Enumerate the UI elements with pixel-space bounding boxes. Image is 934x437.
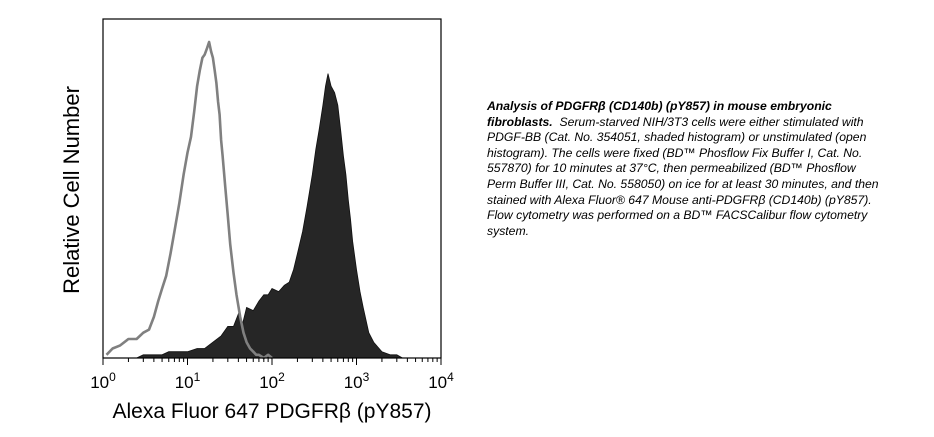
x-tick-label: 100	[90, 370, 116, 392]
x-axis-label: Alexa Fluor 647 PDGFRβ (pY857)	[112, 400, 431, 423]
caption-title: Analysis of PDGFRβ (CD140b) (pY857) in m…	[487, 99, 832, 129]
x-tick-label: 101	[175, 370, 201, 392]
x-tick-label: 102	[259, 370, 285, 392]
plot-area	[105, 40, 405, 360]
caption-body: Serum-starved NIH/3T3 cells were either …	[487, 114, 879, 238]
x-axis: 100 101 102 103 104	[90, 358, 454, 392]
x-tick-label: 104	[428, 370, 454, 392]
x-tick-label: 103	[344, 370, 370, 392]
histogram-open-unstimulated	[105, 40, 273, 360]
histogram-shaded-stimulated	[136, 73, 405, 359]
figure-caption: Analysis of PDGFRβ (CD140b) (pY857) in m…	[487, 99, 887, 239]
y-axis-label: Relative Cell Number	[59, 86, 84, 294]
